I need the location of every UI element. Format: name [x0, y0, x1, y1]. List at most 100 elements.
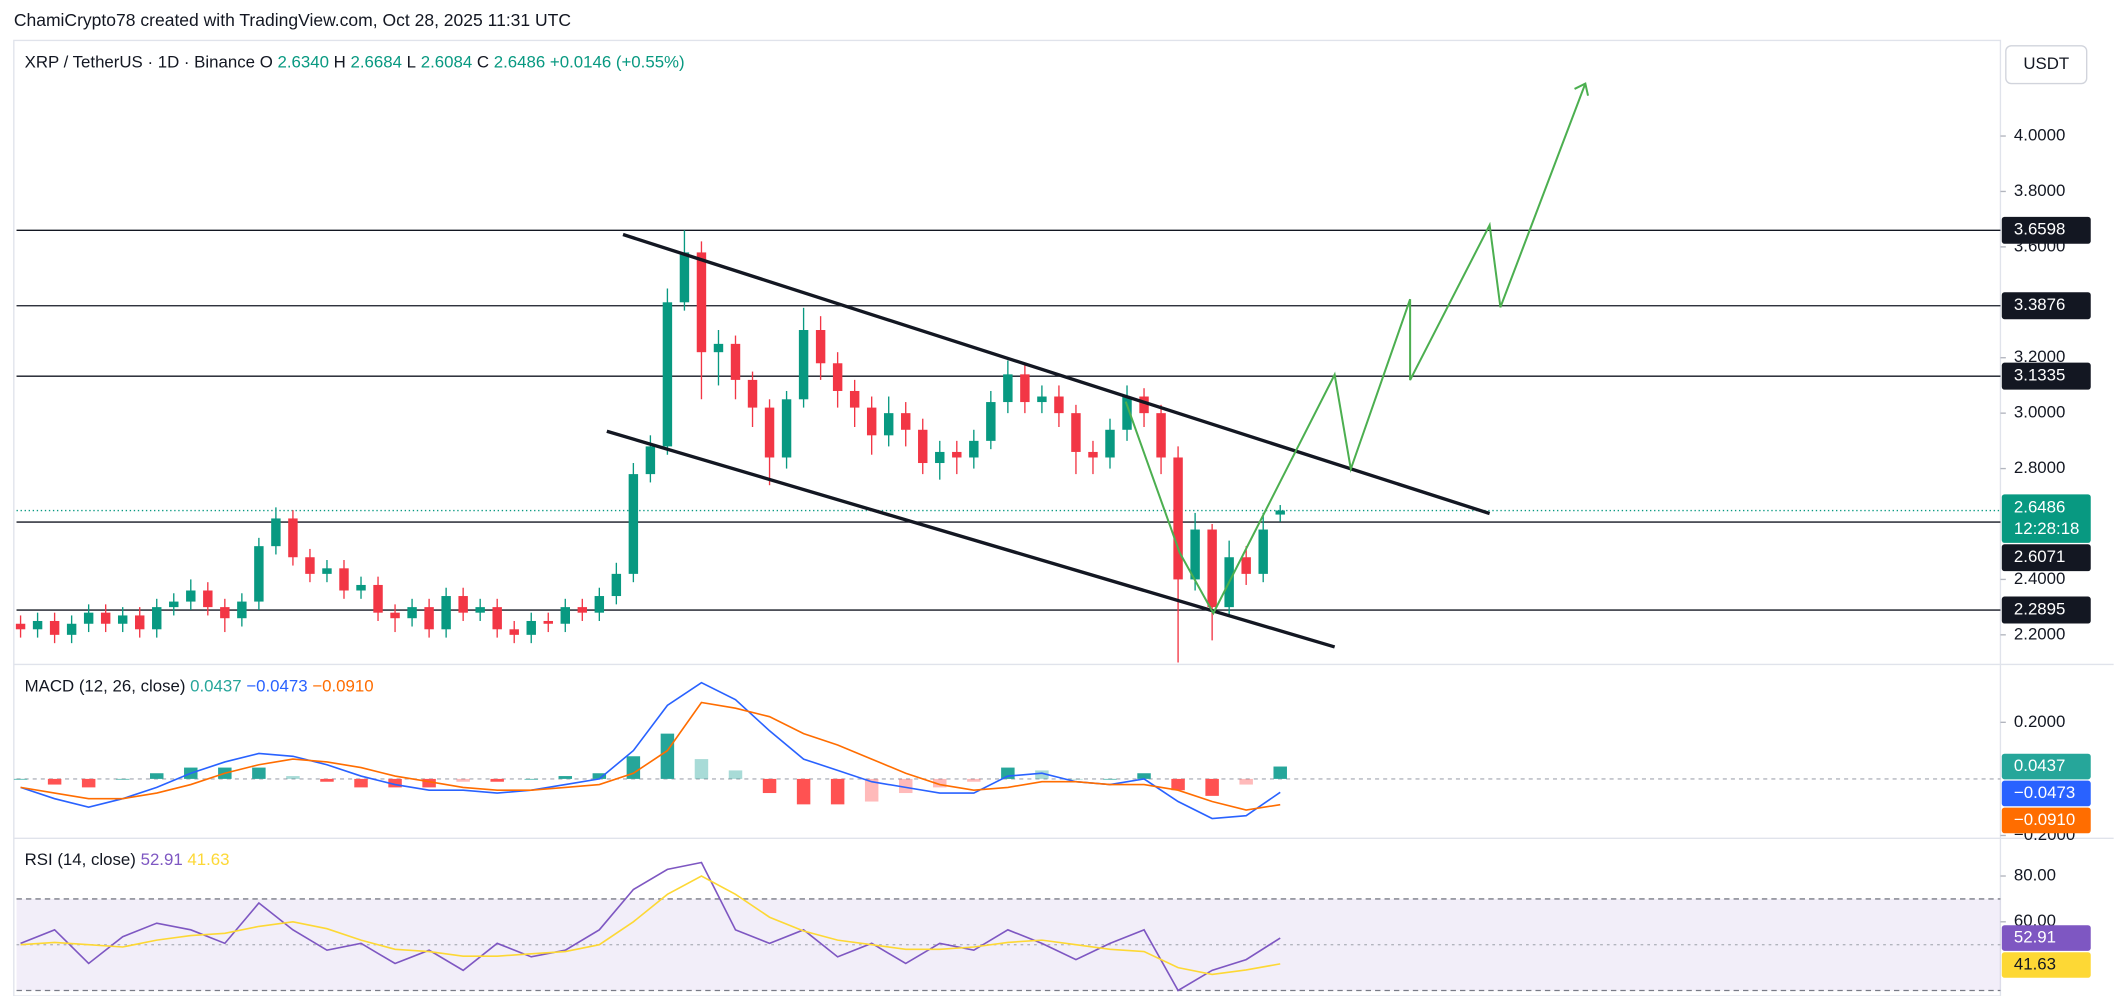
candle-body [1122, 396, 1132, 430]
candle-body [135, 615, 145, 630]
histogram-bar [1035, 770, 1049, 779]
histogram-bar [13, 778, 28, 780]
candle-body [1139, 396, 1149, 414]
y-tick-label: 3.2000 [2014, 347, 2065, 366]
candle-body [1020, 374, 1030, 403]
candle-body [32, 620, 43, 630]
candle-body [1071, 413, 1081, 452]
y-tick-label: 80.00 [2014, 865, 2056, 884]
candle-body [475, 607, 485, 613]
candle-body [117, 615, 128, 624]
candle-body [15, 623, 26, 630]
level-label: 2.6071 [2014, 547, 2065, 566]
histogram-bar [354, 778, 368, 788]
histogram-bar [286, 776, 300, 779]
ohlc-value: 2.6684 [351, 53, 402, 72]
level-label-box [2001, 362, 2091, 390]
macd-line [20, 681, 1281, 820]
histogram-bar [898, 778, 913, 794]
histogram-bar [830, 778, 845, 805]
candle-body [407, 607, 417, 619]
candle-body [339, 568, 349, 591]
level-label-box [2001, 292, 2091, 320]
candle-body [764, 407, 775, 458]
candle-body [305, 557, 315, 574]
y-tick-label: 3.8000 [2014, 181, 2065, 200]
pane-title: RSI (14, close) [25, 851, 136, 870]
candle-body [424, 607, 434, 630]
candle-body [560, 607, 570, 624]
histogram-bar [115, 778, 130, 780]
histogram-bar [1205, 778, 1219, 796]
candle-body [441, 596, 451, 630]
channel-upper [622, 232, 1491, 516]
candle-body [83, 612, 94, 624]
y-tick-label: 3.0000 [2014, 403, 2065, 422]
candle-body [679, 252, 690, 303]
value-badge-box [2001, 807, 2091, 834]
candle-body [186, 590, 196, 602]
legend-value: −0.0910 [312, 677, 373, 696]
pane-legend: XRP / TetherUS · 1D · Binance O 2.6340 H… [25, 53, 685, 72]
candle-body [543, 620, 553, 624]
level-label: 3.6598 [2014, 220, 2065, 239]
histogram-bar [558, 776, 573, 779]
candle-body [901, 413, 911, 430]
last-price-box [2001, 494, 2091, 543]
histogram-bar [1069, 778, 1083, 780]
candle-body [696, 252, 707, 353]
candle-body [713, 343, 724, 353]
histogram-bar [1239, 778, 1253, 785]
histogram-bar [150, 773, 164, 779]
candle-body [492, 607, 502, 630]
candle-body [1258, 529, 1268, 574]
candle-body [781, 399, 792, 458]
currency-button[interactable] [2005, 45, 2088, 85]
value-badge: −0.0910 [2014, 810, 2075, 829]
candle-body [1003, 374, 1013, 403]
histogram-bar [864, 778, 879, 802]
y-tick-label: 2.8000 [2014, 458, 2065, 477]
candle-body [883, 413, 894, 436]
candle-body [220, 607, 230, 619]
candle-body [1088, 451, 1098, 458]
rsi-line [20, 861, 1281, 992]
value-badge-box [2001, 753, 2091, 780]
histogram-bar [320, 778, 334, 782]
candle-body [611, 573, 622, 597]
candle-body [577, 607, 588, 613]
value-badge-box [2001, 952, 2091, 978]
currency[interactable]: USDT [2023, 54, 2069, 73]
value-badge: 52.91 [2014, 927, 2056, 946]
candle-body [509, 629, 519, 635]
candle-body [1037, 396, 1047, 403]
candle-body [1190, 529, 1200, 580]
candle-body [356, 584, 366, 591]
ohlc-value: 2.6340 [277, 53, 328, 72]
rsi-line [20, 875, 1281, 976]
histogram-bar [728, 770, 743, 779]
histogram-bar [1103, 778, 1117, 780]
candle-body [918, 429, 928, 464]
candle-body [1241, 557, 1251, 574]
ohlc-value: 2.6084 [421, 53, 472, 72]
change: +0.0146 (+0.55%) [550, 53, 685, 72]
candle-body [66, 623, 77, 635]
channel-lower [606, 429, 1336, 649]
ohlc-value: 2.6486 [494, 53, 545, 72]
candle-body [322, 568, 332, 574]
candle-body [100, 612, 111, 624]
candle-body [526, 620, 536, 635]
histogram-bar [422, 778, 436, 788]
histogram-bar [1137, 773, 1151, 779]
legend-value: −0.0473 [246, 677, 307, 696]
histogram-bar [933, 778, 947, 788]
ohlc-key: L [407, 53, 416, 72]
drawings [606, 82, 1590, 649]
candle-body [628, 474, 639, 574]
histogram-bar [47, 778, 62, 785]
histogram-bar [626, 756, 641, 779]
